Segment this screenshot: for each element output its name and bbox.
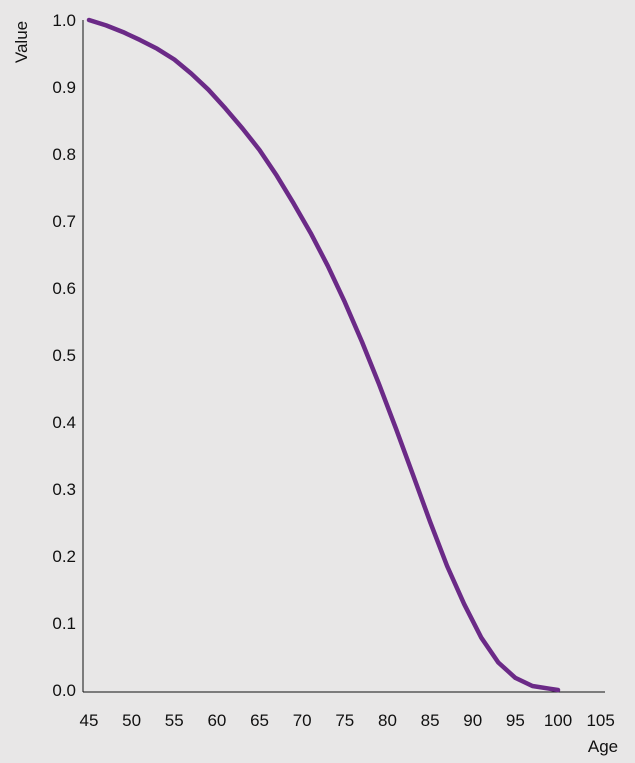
y-tick-label: 0.3 (52, 480, 76, 499)
y-tick-label: 0.2 (52, 547, 76, 566)
series-lines (86, 17, 561, 693)
x-tick-label: 90 (463, 711, 482, 730)
y-tick-label: 0.4 (52, 413, 76, 432)
y-tick-label: 0.1 (52, 614, 76, 633)
x-tick-label: 105 (586, 711, 614, 730)
x-tick-label: 65 (250, 711, 269, 730)
x-axis-label: Age (588, 737, 618, 756)
y-tick-label: 0.9 (52, 78, 76, 97)
axes (82, 20, 605, 693)
x-tick-label: 95 (506, 711, 525, 730)
x-tick-label: 50 (122, 711, 141, 730)
y-tick-label: 0.6 (52, 279, 76, 298)
y-tick-label: 0.7 (52, 212, 76, 231)
y-tick-label: 0.8 (52, 145, 76, 164)
y-tick-label: 1.0 (52, 11, 76, 30)
x-tick-label: 75 (335, 711, 354, 730)
x-tick-label: 80 (378, 711, 397, 730)
x-tick-label: 85 (421, 711, 440, 730)
y-tick-label: 0.5 (52, 346, 76, 365)
x-tick-label: 70 (293, 711, 312, 730)
x-tick-label: 45 (80, 711, 99, 730)
x-tick-label: 100 (544, 711, 572, 730)
y-axis-label: Value (12, 21, 31, 63)
series-line (86, 17, 561, 693)
tick-labels: 0.0 0.1 0.2 0.3 0.4 0.5 0.6 0.7 0.8 0.9 1.0 45 50 55 6… (52, 11, 614, 730)
x-tick-label: 60 (207, 711, 226, 730)
x-tick-label: 55 (165, 711, 184, 730)
y-tick-label: 0.0 (52, 681, 76, 700)
